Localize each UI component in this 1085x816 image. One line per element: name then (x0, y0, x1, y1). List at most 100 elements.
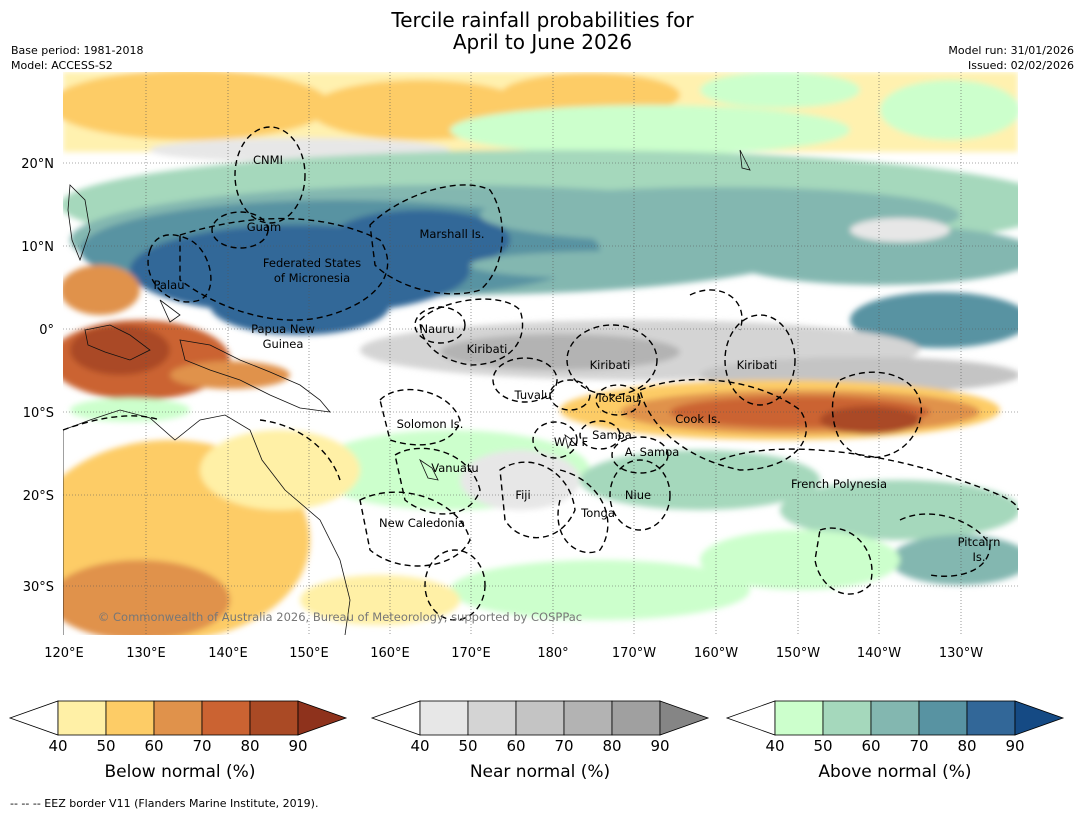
lon-label: 150°E (289, 646, 329, 661)
label-fsm-1: Federated States (263, 256, 361, 270)
colorbar-tick-label: 50 (96, 737, 115, 755)
meta-right: Model run: 31/01/2026 Issued: 02/02/2026 (948, 43, 1074, 73)
graticule (63, 72, 1018, 635)
label-cook: Cook Is. (675, 412, 720, 426)
label-png-2: Guinea (263, 337, 304, 351)
colorbar-extend-low (725, 700, 776, 736)
label-tokelau: Tokelau (596, 391, 640, 405)
lat-label: 0° (39, 323, 54, 338)
map-title-line2: April to June 2026 (452, 30, 633, 54)
colorbar-segment (57, 700, 107, 736)
copyright: © Commonwealth of Australia 2026, Bureau… (98, 610, 582, 624)
label-samoa: Samoa (592, 428, 632, 442)
colorbar-tick-label: 70 (192, 737, 211, 755)
lon-label: 120°E (44, 646, 84, 661)
colorbar-tick-label: 80 (602, 737, 621, 755)
lon-label: 160°E (370, 646, 410, 661)
colorbar-segment (419, 700, 469, 736)
lon-label: 130°E (126, 646, 166, 661)
lat-label: 10°S (23, 406, 54, 421)
colorbar-tick-label: 40 (765, 737, 784, 755)
model-name: Model: ACCESS-S2 (11, 59, 113, 72)
colorbar-tick-label: 60 (144, 737, 163, 755)
label-kiribati-c: Kiribati (590, 358, 631, 372)
colorbar-segment (515, 700, 565, 736)
label-pitcairn-2: Is. (972, 550, 985, 564)
label-cnmi: CNMI (253, 153, 283, 167)
label-kiribati-e: Kiribati (737, 358, 778, 372)
meta-left: Base period: 1981-2018 Model: ACCESS-S2 (11, 43, 143, 73)
colorbar-tick-label: 40 (410, 737, 429, 755)
label-niue: Niue (625, 488, 651, 502)
label-tonga: Tonga (580, 506, 615, 520)
colorbar-segment (611, 700, 661, 736)
label-nauru: Nauru (420, 322, 455, 336)
colorbar-extend-high (1014, 700, 1065, 736)
issued-date: Issued: 02/02/2026 (967, 59, 1074, 72)
base-period: Base period: 1981-2018 (11, 44, 144, 57)
region-labels: CNMI Guam Marshall Is. Federated States … (154, 153, 1001, 564)
label-vanuatu: Vanuatu (431, 461, 478, 475)
colorbar-label-near: Near normal (%) (469, 762, 611, 782)
eez-legend-note: -- -- -- EEZ border V11 (Flanders Marine… (10, 797, 319, 810)
probability-field (63, 72, 1018, 635)
colorbar-segment (153, 700, 203, 736)
lon-label: 140°E (208, 646, 248, 661)
label-french-polynesia: French Polynesia (791, 477, 887, 491)
colorbar-extend-high (297, 700, 348, 736)
label-palau: Palau (154, 278, 185, 292)
lat-labels: 20°N 10°N 0° 10°S 20°S 30°S (21, 157, 54, 595)
colorbar-tick-label: 50 (813, 737, 832, 755)
lat-label: 10°N (21, 240, 54, 255)
label-asamoa: A. Samoa (625, 445, 680, 459)
label-kiribati-w: Kiribati (467, 342, 508, 356)
label-new-caledonia: New Caledonia (379, 516, 465, 530)
colorbar-tick-label: 90 (288, 737, 307, 755)
colorbar-extend-low (8, 700, 59, 736)
colorbar-segment (105, 700, 155, 736)
colorbar-tick-label: 40 (48, 737, 67, 755)
lon-label: 160°W (694, 646, 738, 661)
colorbar-segment (201, 700, 251, 736)
eez-borders (62, 126, 1019, 621)
lon-label: 180° (537, 646, 568, 661)
colorbars: 40 50 60 70 80 90 40 50 60 70 80 90 40 50 60 70 80 90 (8, 700, 1065, 755)
colorbar-segment (774, 700, 824, 736)
colorbar-tick-label: 90 (1005, 737, 1024, 755)
colorbar-tick-label: 60 (506, 737, 525, 755)
label-tuvalu: Tuvalu (514, 388, 552, 402)
label-pitcairn-1: Pitcairn (958, 535, 1001, 549)
lon-label: 130°W (939, 646, 983, 661)
colorbar-segment (249, 700, 299, 736)
label-solomon: Solomon Is. (397, 417, 464, 431)
lon-label: 170°E (451, 646, 491, 661)
colorbar-segment (870, 700, 920, 736)
colorbar-tick-label: 90 (650, 737, 669, 755)
lat-label: 20°S (23, 489, 54, 504)
colorbar-extend-high (659, 700, 710, 736)
lon-label: 170°W (612, 646, 656, 661)
colorbar-tick-label: 80 (240, 737, 259, 755)
colorbar-tick-label: 50 (458, 737, 477, 755)
lon-labels: 120°E 130°E 140°E 150°E 160°E 170°E 180°… (44, 646, 983, 661)
colorbar-tick-label: 70 (554, 737, 573, 755)
label-marshall: Marshall Is. (419, 227, 484, 241)
colorbar-segment (467, 700, 517, 736)
label-fiji: Fiji (515, 488, 530, 502)
lat-label: 20°N (21, 157, 54, 172)
colorbar-tick-label: 70 (909, 737, 928, 755)
map-title-line1: Tercile rainfall probabilities for (391, 8, 694, 32)
label-png-1: Papua New (251, 322, 315, 336)
label-wf: W & F (554, 435, 588, 449)
lat-label: 30°S (23, 580, 54, 595)
lon-label: 140°W (857, 646, 901, 661)
model-run: Model run: 31/01/2026 (948, 44, 1074, 57)
colorbar-segment (563, 700, 613, 736)
label-fsm-2: of Micronesia (274, 271, 350, 285)
colorbar-label-below: Below normal (%) (104, 762, 256, 782)
colorbar-tick-label: 80 (957, 737, 976, 755)
colorbar-segment (966, 700, 1016, 736)
colorbar-tick-label: 60 (861, 737, 880, 755)
colorbar-extend-low (370, 700, 421, 736)
colorbar-segment (822, 700, 872, 736)
